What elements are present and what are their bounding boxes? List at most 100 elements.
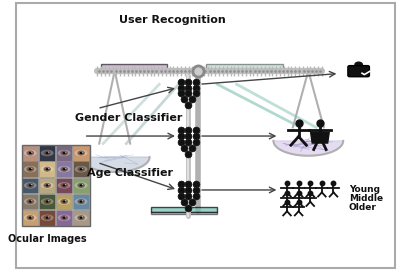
Ellipse shape	[43, 167, 51, 172]
Ellipse shape	[41, 198, 54, 205]
Ellipse shape	[75, 198, 88, 205]
FancyBboxPatch shape	[39, 162, 55, 177]
Ellipse shape	[63, 201, 66, 203]
Ellipse shape	[65, 200, 66, 201]
Polygon shape	[274, 141, 343, 156]
Ellipse shape	[65, 168, 66, 169]
Ellipse shape	[31, 216, 32, 218]
Ellipse shape	[24, 150, 37, 156]
Text: User Recognition: User Recognition	[120, 15, 226, 25]
Ellipse shape	[26, 167, 34, 172]
Ellipse shape	[77, 199, 85, 204]
Ellipse shape	[82, 168, 83, 169]
Ellipse shape	[58, 166, 70, 172]
Ellipse shape	[26, 215, 34, 220]
Ellipse shape	[60, 215, 68, 220]
Ellipse shape	[43, 183, 51, 188]
Ellipse shape	[65, 152, 66, 153]
Ellipse shape	[26, 183, 34, 188]
Ellipse shape	[43, 215, 51, 220]
FancyBboxPatch shape	[73, 145, 89, 161]
Ellipse shape	[77, 150, 85, 156]
FancyBboxPatch shape	[206, 63, 283, 69]
Ellipse shape	[77, 167, 85, 172]
Ellipse shape	[48, 216, 49, 218]
Ellipse shape	[48, 200, 49, 201]
FancyBboxPatch shape	[22, 145, 38, 161]
Text: Older: Older	[349, 203, 377, 212]
Ellipse shape	[46, 217, 49, 219]
Ellipse shape	[24, 182, 37, 189]
Ellipse shape	[60, 167, 68, 172]
FancyBboxPatch shape	[22, 194, 38, 209]
Ellipse shape	[80, 217, 83, 219]
FancyBboxPatch shape	[73, 194, 89, 209]
Ellipse shape	[75, 150, 88, 156]
FancyBboxPatch shape	[73, 210, 89, 225]
Ellipse shape	[31, 152, 32, 153]
Ellipse shape	[29, 201, 32, 203]
Ellipse shape	[60, 150, 68, 156]
Ellipse shape	[48, 184, 49, 185]
Ellipse shape	[48, 152, 49, 153]
FancyBboxPatch shape	[39, 145, 55, 161]
FancyBboxPatch shape	[16, 4, 396, 267]
Ellipse shape	[65, 216, 66, 218]
Ellipse shape	[63, 217, 66, 219]
Ellipse shape	[24, 166, 37, 172]
Ellipse shape	[43, 199, 51, 204]
Ellipse shape	[29, 152, 32, 154]
Ellipse shape	[75, 214, 88, 221]
Text: Young: Young	[349, 185, 380, 195]
FancyBboxPatch shape	[101, 63, 167, 69]
Ellipse shape	[63, 168, 66, 170]
Ellipse shape	[41, 166, 54, 172]
Ellipse shape	[58, 198, 70, 205]
Text: Ocular Images: Ocular Images	[8, 234, 86, 244]
FancyBboxPatch shape	[22, 162, 38, 177]
Ellipse shape	[80, 168, 83, 170]
Ellipse shape	[60, 199, 68, 204]
Text: Gender Classifier: Gender Classifier	[74, 113, 182, 123]
Ellipse shape	[31, 168, 32, 169]
Ellipse shape	[58, 150, 70, 156]
Ellipse shape	[58, 214, 70, 221]
Ellipse shape	[46, 184, 49, 186]
FancyBboxPatch shape	[56, 178, 72, 193]
Ellipse shape	[26, 150, 34, 156]
Text: Middle: Middle	[349, 194, 383, 203]
Polygon shape	[311, 132, 329, 143]
Ellipse shape	[24, 198, 37, 205]
Polygon shape	[80, 157, 150, 172]
Ellipse shape	[29, 168, 32, 170]
FancyBboxPatch shape	[22, 210, 38, 225]
FancyBboxPatch shape	[39, 210, 55, 225]
Ellipse shape	[31, 200, 32, 201]
Ellipse shape	[41, 182, 54, 189]
Ellipse shape	[75, 182, 88, 189]
Ellipse shape	[82, 152, 83, 153]
Ellipse shape	[75, 166, 88, 172]
Ellipse shape	[29, 184, 32, 186]
Ellipse shape	[82, 216, 83, 218]
Ellipse shape	[82, 200, 83, 201]
Ellipse shape	[80, 201, 83, 203]
FancyBboxPatch shape	[73, 162, 89, 177]
Ellipse shape	[31, 184, 32, 185]
FancyBboxPatch shape	[56, 145, 72, 161]
Ellipse shape	[58, 182, 70, 189]
FancyBboxPatch shape	[39, 194, 55, 209]
Ellipse shape	[63, 184, 66, 186]
Ellipse shape	[354, 62, 363, 67]
Text: Age Classifier: Age Classifier	[87, 168, 173, 178]
Ellipse shape	[63, 152, 66, 154]
FancyBboxPatch shape	[56, 210, 72, 225]
Ellipse shape	[82, 184, 83, 185]
Ellipse shape	[24, 214, 37, 221]
Ellipse shape	[77, 215, 85, 220]
Ellipse shape	[29, 217, 32, 219]
Ellipse shape	[48, 168, 49, 169]
FancyBboxPatch shape	[56, 194, 72, 209]
FancyBboxPatch shape	[56, 162, 72, 177]
Polygon shape	[80, 157, 150, 172]
